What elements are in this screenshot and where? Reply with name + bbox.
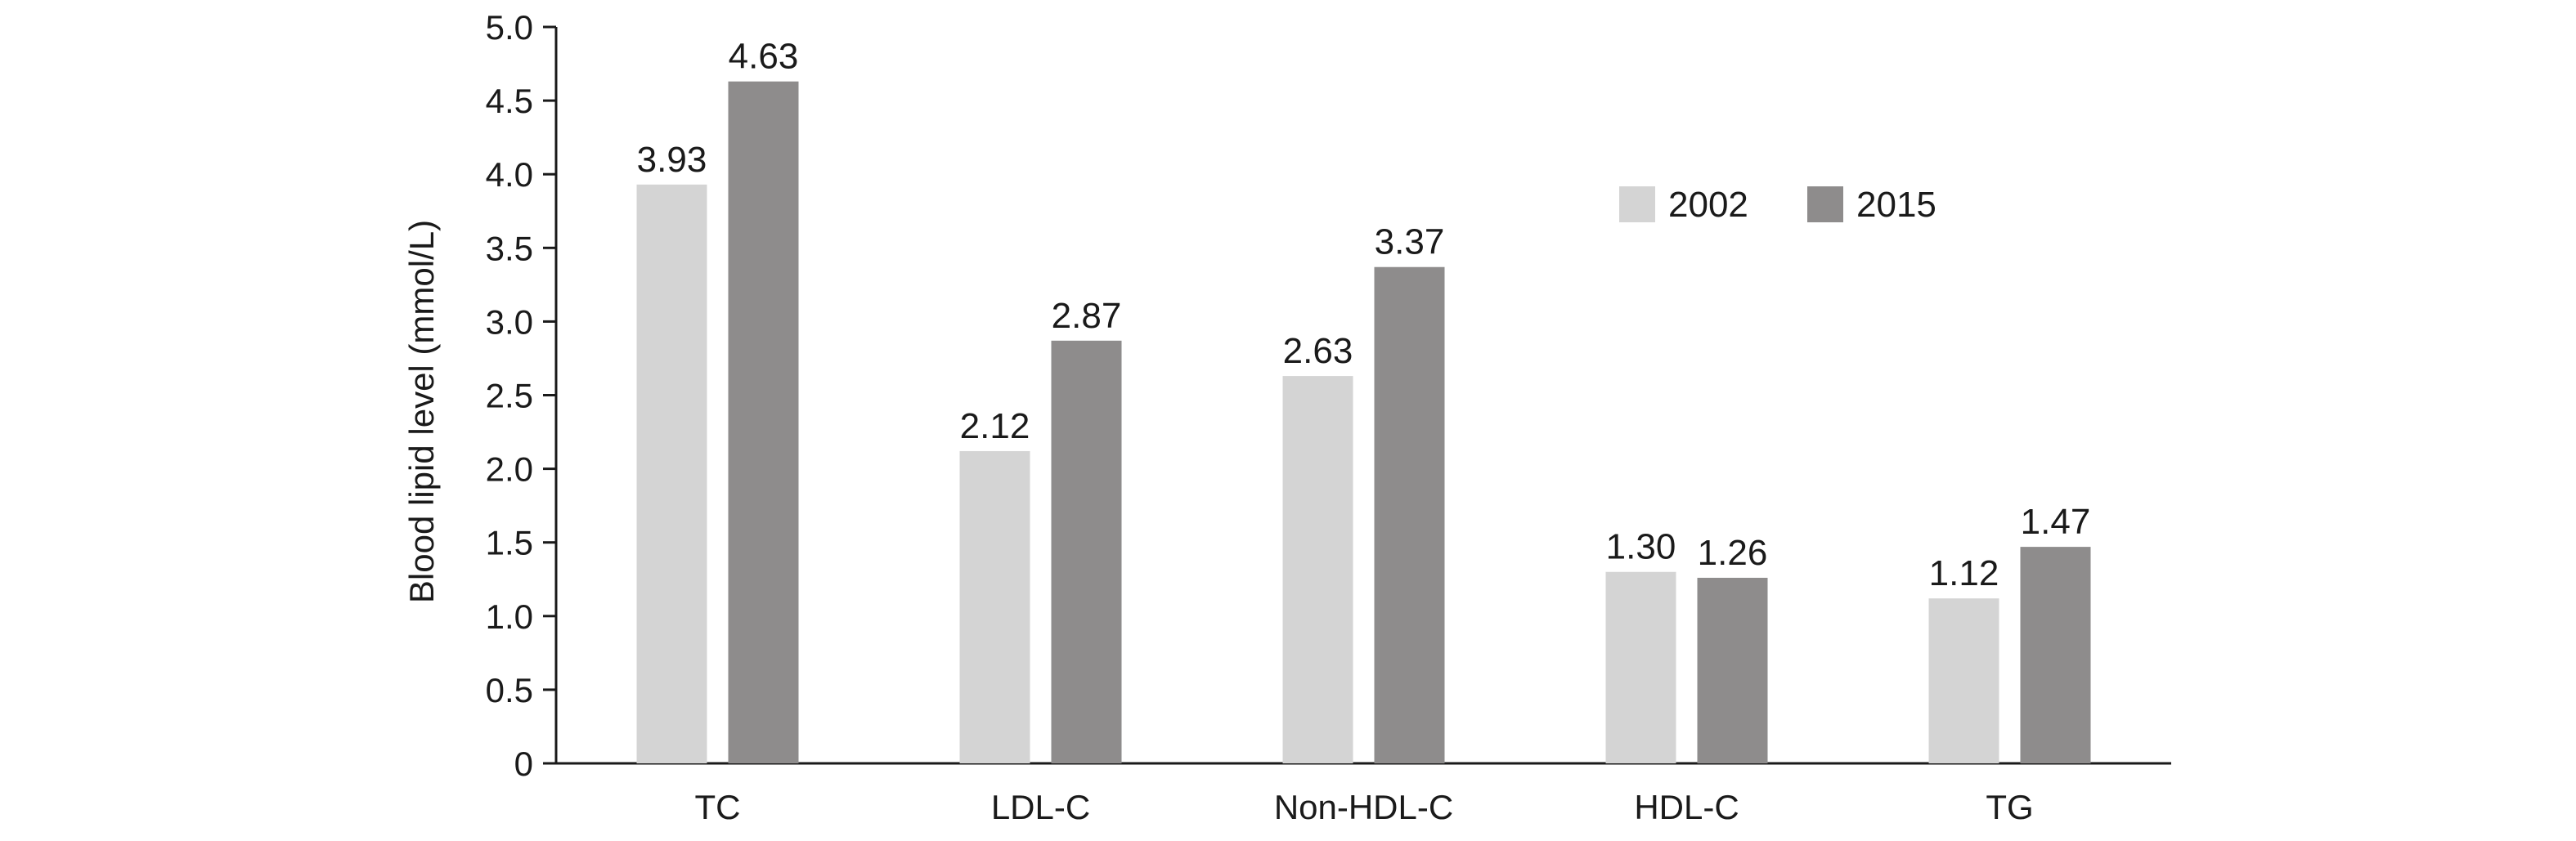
bar-non-hdl-c-2015 [1374,266,1445,763]
y-tick-label: 0 [514,745,533,783]
data-label-tg-2015: 1.47 [2021,502,2091,542]
legend-swatch-2002 [1619,186,1655,222]
legend-label-2002: 2002 [1668,185,1748,225]
x-tick-label-non-hdl-c: Non-HDL-C [1274,788,1453,826]
bar-hdl-c-2015 [1697,577,1768,763]
bar-tg-2002 [1928,598,1999,763]
bar-tc-2015 [728,81,799,763]
x-tick-label-ldl-c: LDL-C [991,788,1090,826]
bar-tc-2002 [636,184,707,764]
y-tick-label: 1.5 [486,524,533,562]
bar-non-hdl-c-2002 [1282,376,1353,763]
bar-ldl-c-2002 [959,450,1030,763]
x-tick-label-hdl-c: HDL-C [1634,788,1739,826]
y-tick-label: 1.0 [486,597,533,636]
data-label-hdl-c-2002: 1.30 [1606,527,1676,567]
data-label-tg-2002: 1.12 [1929,553,1999,593]
bar-ldl-c-2015 [1051,340,1122,763]
data-label-ldl-c-2002: 2.12 [960,406,1030,446]
y-axis-title: Blood lipid level (mmol/L) [402,220,441,603]
y-tick-label: 3.5 [486,229,533,267]
legend-swatch-2015 [1807,186,1843,222]
data-label-non-hdl-c-2002: 2.63 [1283,331,1353,371]
y-tick-label: 4.5 [486,82,533,120]
data-label-tc-2015: 4.63 [729,37,799,77]
legend: 2002 2015 [1619,185,1936,225]
data-label-tc-2002: 3.93 [637,140,707,180]
y-tick-label: 5.0 [486,8,533,47]
data-label-hdl-c-2015: 1.26 [1698,533,1768,573]
x-tick-label-tc: TC [695,788,741,826]
bar-tg-2015 [2020,547,2091,763]
x-tick-label-tg: TG [1986,788,2033,826]
data-label-ldl-c-2015: 2.87 [1052,296,1122,336]
bars: 3.93 4.63 2.12 2.87 2.63 3.37 1.30 1.26 1.12 1.47 [636,37,2091,764]
data-label-non-hdl-c-2015: 3.37 [1375,222,1445,262]
y-tick-label: 0.5 [486,671,533,709]
y-axis: 0 0.5 1.0 1.5 2.0 2.5 3.0 3.5 4.0 4.5 5.0 [486,8,558,783]
bar-hdl-c-2002 [1605,571,1676,763]
y-tick-label: 3.0 [486,302,533,341]
y-tick-label: 4.0 [486,155,533,194]
y-tick-label: 2.5 [486,377,533,415]
y-tick-label: 2.0 [486,450,533,489]
x-axis: TC LDL-C Non-HDL-C HDL-C TG [556,762,2171,826]
legend-label-2015: 2015 [1856,185,1936,225]
